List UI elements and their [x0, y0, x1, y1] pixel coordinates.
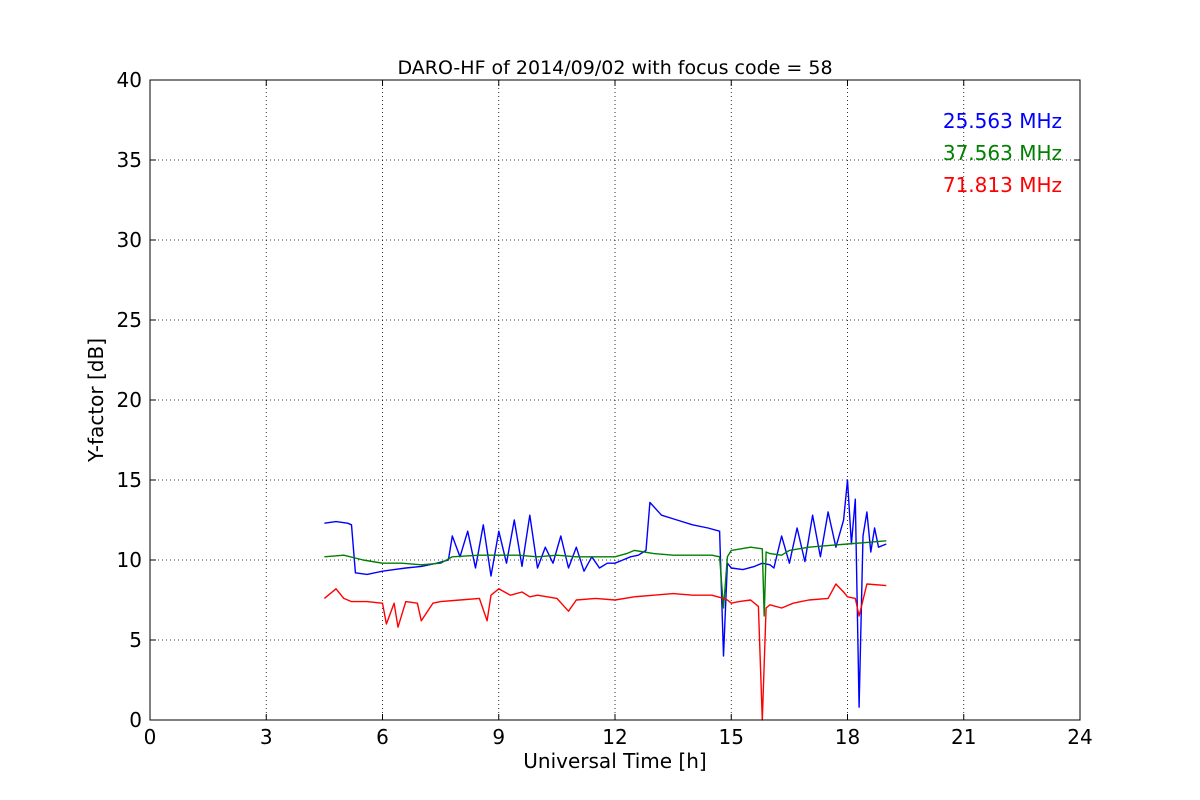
y-tick-label: 15	[117, 468, 142, 492]
series-line-1	[324, 479, 887, 708]
series-line-2	[324, 540, 887, 617]
x-tick-label: 21	[951, 725, 976, 749]
legend-entry-3: 71.813 MHz	[943, 173, 1062, 197]
axis-ticks: 0 3 6 9 12 15 18 21 24 0 5 10 15 20 25 30 35 40	[117, 68, 1093, 749]
y-tick-label: 0	[129, 708, 142, 732]
x-tick-label: 24	[1067, 725, 1092, 749]
legend-entry-2: 37.563 MHz	[943, 141, 1062, 165]
y-tick-label: 5	[129, 628, 142, 652]
y-tick-label: 40	[117, 68, 142, 92]
chart-title: DARO-HF of 2014/09/02 with focus code = …	[397, 57, 832, 79]
y-axis-label: Y-factor [dB]	[84, 338, 108, 463]
plot-series	[323, 479, 887, 721]
series-line-3	[323, 583, 887, 721]
y-tick-label: 20	[117, 388, 142, 412]
grid-lines	[150, 80, 1080, 720]
y-tick-label: 30	[117, 228, 142, 252]
x-tick-label: 3	[260, 725, 273, 749]
x-tick-label: 6	[376, 725, 389, 749]
x-tick-label: 9	[492, 725, 505, 749]
y-tick-label: 25	[117, 308, 142, 332]
x-tick-label: 15	[719, 725, 744, 749]
x-tick-label: 12	[602, 725, 627, 749]
x-axis-label: Universal Time [h]	[523, 749, 706, 773]
x-tick-label: 18	[835, 725, 860, 749]
x-tick-label: 0	[144, 725, 157, 749]
legend: 25.563 MHz 37.563 MHz 71.813 MHz	[943, 109, 1062, 197]
legend-entry-1: 25.563 MHz	[943, 109, 1062, 133]
y-tick-label: 10	[117, 548, 142, 572]
y-tick-label: 35	[117, 148, 142, 172]
